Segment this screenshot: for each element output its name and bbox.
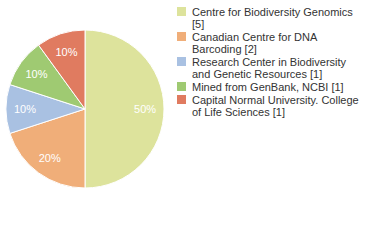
legend-entry: Research Center in Biodiversity and Gene… [177, 56, 377, 80]
legend-entry: Mined from GenBank, NCBI [1] [177, 81, 377, 93]
legend-swatch [177, 95, 186, 104]
chart-svg: 50% 20% 10% 10% 10% [0, 0, 380, 240]
legend-swatch [177, 32, 186, 41]
legend-entry: Centre for Biodiversity Genomics [5] [177, 6, 377, 30]
legend-swatch [177, 57, 186, 66]
legend-label: Mined from GenBank, NCBI [1] [192, 81, 364, 93]
pie [6, 30, 164, 188]
data-label: 10% [55, 46, 77, 58]
data-label: 10% [14, 103, 36, 115]
legend: Centre for Biodiversity Genomics [5]Cana… [177, 6, 377, 119]
chart-root: 50% 20% 10% 10% 10% Centre for Biodiversity … [0, 0, 380, 240]
data-label: 50% [134, 103, 156, 115]
legend-entry: Canadian Centre for DNA Barcoding [2] [177, 31, 377, 55]
legend-label: Canadian Centre for DNA Barcoding [2] [192, 31, 364, 55]
legend-label: Capital Normal University. College of Li… [192, 94, 364, 118]
data-label: 10% [25, 68, 47, 80]
legend-label: Centre for Biodiversity Genomics [5] [192, 6, 364, 30]
data-label: 20% [39, 152, 61, 164]
legend-swatch [177, 7, 186, 16]
legend-label: Research Center in Biodiversity and Gene… [192, 56, 364, 80]
pie-slice [85, 30, 164, 188]
data-labels: 50% 20% 10% 10% 10% [14, 46, 156, 164]
legend-entry: Capital Normal University. College of Li… [177, 94, 377, 118]
legend-swatch [177, 82, 186, 91]
